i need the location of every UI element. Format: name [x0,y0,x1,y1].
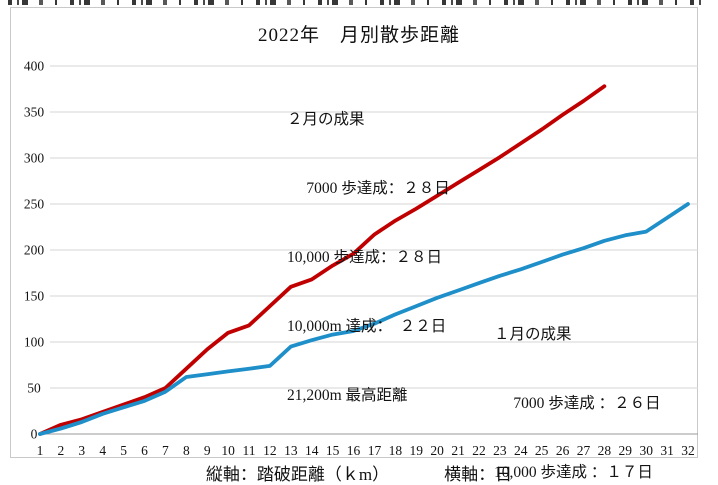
chart-title: 2022年 月別散歩距離 [257,25,460,46]
feb-line[interactable] [38,84,607,436]
x-tick-label: 29 [619,443,633,458]
annotation-line: 7000 歩達成：２８日 [287,180,450,197]
x-tick-label: 28 [598,443,612,458]
x-tick-label: 7 [162,443,169,458]
x-tick-label: 18 [389,443,403,458]
x-tick-label: 8 [183,443,190,458]
x-tick-label: 15 [326,443,340,458]
axis-caption: 縦軸：踏破距離（ｋm） 横軸：日 [0,460,718,485]
y-tick-label: 300 [24,151,45,166]
annotation-february: ２月の成果 7000 歩達成：２８日 10,000 歩達成：２８日 10,000… [287,62,450,453]
y-tick-label: 50 [27,381,41,396]
y-tick-label: 200 [24,243,45,258]
y-tick-label: 0 [31,427,38,442]
x-tick-label: 16 [347,443,361,458]
annotation-line: 10,000 歩達成：２８日 [287,249,443,266]
annotation-line: 10,000 歩達成 ：１７日 [494,464,653,481]
x-tick-label: 2 [58,443,65,458]
annotation-line: 10,000m 達成： ２２日 [287,318,447,335]
x-tick-label: 27 [577,443,591,458]
x-tick-label: 26 [556,443,570,458]
annotation-line: 21,200m 最高距離 [287,387,408,404]
annotation-february-heading: ２月の成果 [287,111,365,128]
caption-horizontal-axis: 横軸：日 [444,465,513,484]
x-tick-label: 11 [243,443,256,458]
x-tick-label: 1 [37,443,44,458]
x-tick-label: 12 [263,443,277,458]
x-tick-label: 25 [535,443,549,458]
x-tick-label: 20 [430,443,444,458]
x-tick-label: 14 [305,443,319,458]
clipped-text-strip [8,0,702,5]
x-tick-label: 24 [514,443,528,458]
x-tick-label: 13 [284,443,298,458]
y-tick-label: 100 [24,335,45,350]
jan-line[interactable] [38,202,690,436]
x-tick-label: 6 [141,443,148,458]
x-tick-label: 22 [472,443,486,458]
x-tick-label: 9 [204,443,211,458]
y-tick-label: 400 [24,59,45,74]
x-tick-label: 23 [493,443,507,458]
x-tick-label: 19 [410,443,424,458]
x-tick-label: 31 [660,443,674,458]
x-tick-label: 30 [639,443,653,458]
annotation-line: 7000 歩達成 ：２６日 [494,395,661,412]
annotation-january: １月の成果 7000 歩達成 ：２６日 10,000 歩達成 ：１７日 10,0… [494,277,661,485]
caption-vertical-axis: 縦軸：踏破距離（ｋm） [205,465,390,484]
chart-frame [10,7,698,458]
annotation-january-heading: １月の成果 [494,326,572,343]
x-tick-label: 17 [368,443,382,458]
y-tick-label: 150 [24,289,45,304]
x-tick-label: 32 [681,443,695,458]
x-tick-label: 5 [120,443,127,458]
x-tick-label: 3 [78,443,85,458]
y-tick-label: 250 [24,197,45,212]
y-tick-label: 350 [24,105,45,120]
x-tick-label: 4 [99,443,106,458]
x-tick-label: 21 [451,443,465,458]
x-tick-label: 10 [221,443,235,458]
